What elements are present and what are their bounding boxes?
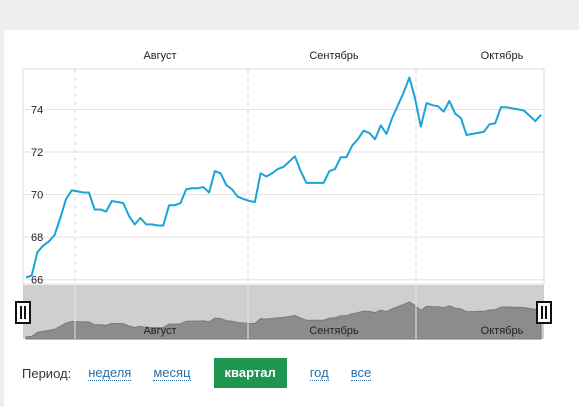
navigator-label: Август [143,325,176,337]
period-option-week[interactable]: неделя [88,364,132,381]
period-option-month[interactable]: месяц [153,364,191,381]
handle-body[interactable] [15,301,31,324]
series-layer [25,76,542,279]
x-tick-label: Сентябрь [309,50,359,62]
y-axis: 66 68 70 72 74 [31,104,43,286]
plot-border [22,68,545,285]
x-tick-label: Август [143,50,176,62]
chart-card [4,30,579,407]
navigator[interactable]: Август Сентябрь Октябрь [15,285,552,340]
x-tick-label: Октябрь [481,50,524,62]
range-handle-icon[interactable] [536,301,552,324]
period-option-year[interactable]: год [309,364,329,381]
period-option-all[interactable]: все [350,364,372,381]
y-tick-label: 74 [31,104,43,116]
range-handle-icon[interactable] [15,301,31,324]
x-axis: Август Сентябрь Октябрь [143,50,523,62]
navigator-label: Сентябрь [309,325,359,337]
series-line [25,76,542,279]
y-tick-label: 72 [31,147,43,159]
y-tick-label: 66 [31,275,43,287]
y-tick-label: 70 [31,190,43,202]
price-chart: Август Сентябрь Октябрь 66 68 70 72 74 Август С… [15,50,552,340]
navigator-label: Октябрь [481,325,524,337]
handle-body[interactable] [536,301,552,324]
grid [22,68,545,285]
navigator-series-area [25,301,542,340]
period-option-quarter[interactable]: квартал [213,358,287,388]
period-label: Период: [22,365,72,381]
y-tick-label: 68 [31,232,43,244]
period-selector: Период: неделя месяц квартал год все [22,358,382,388]
